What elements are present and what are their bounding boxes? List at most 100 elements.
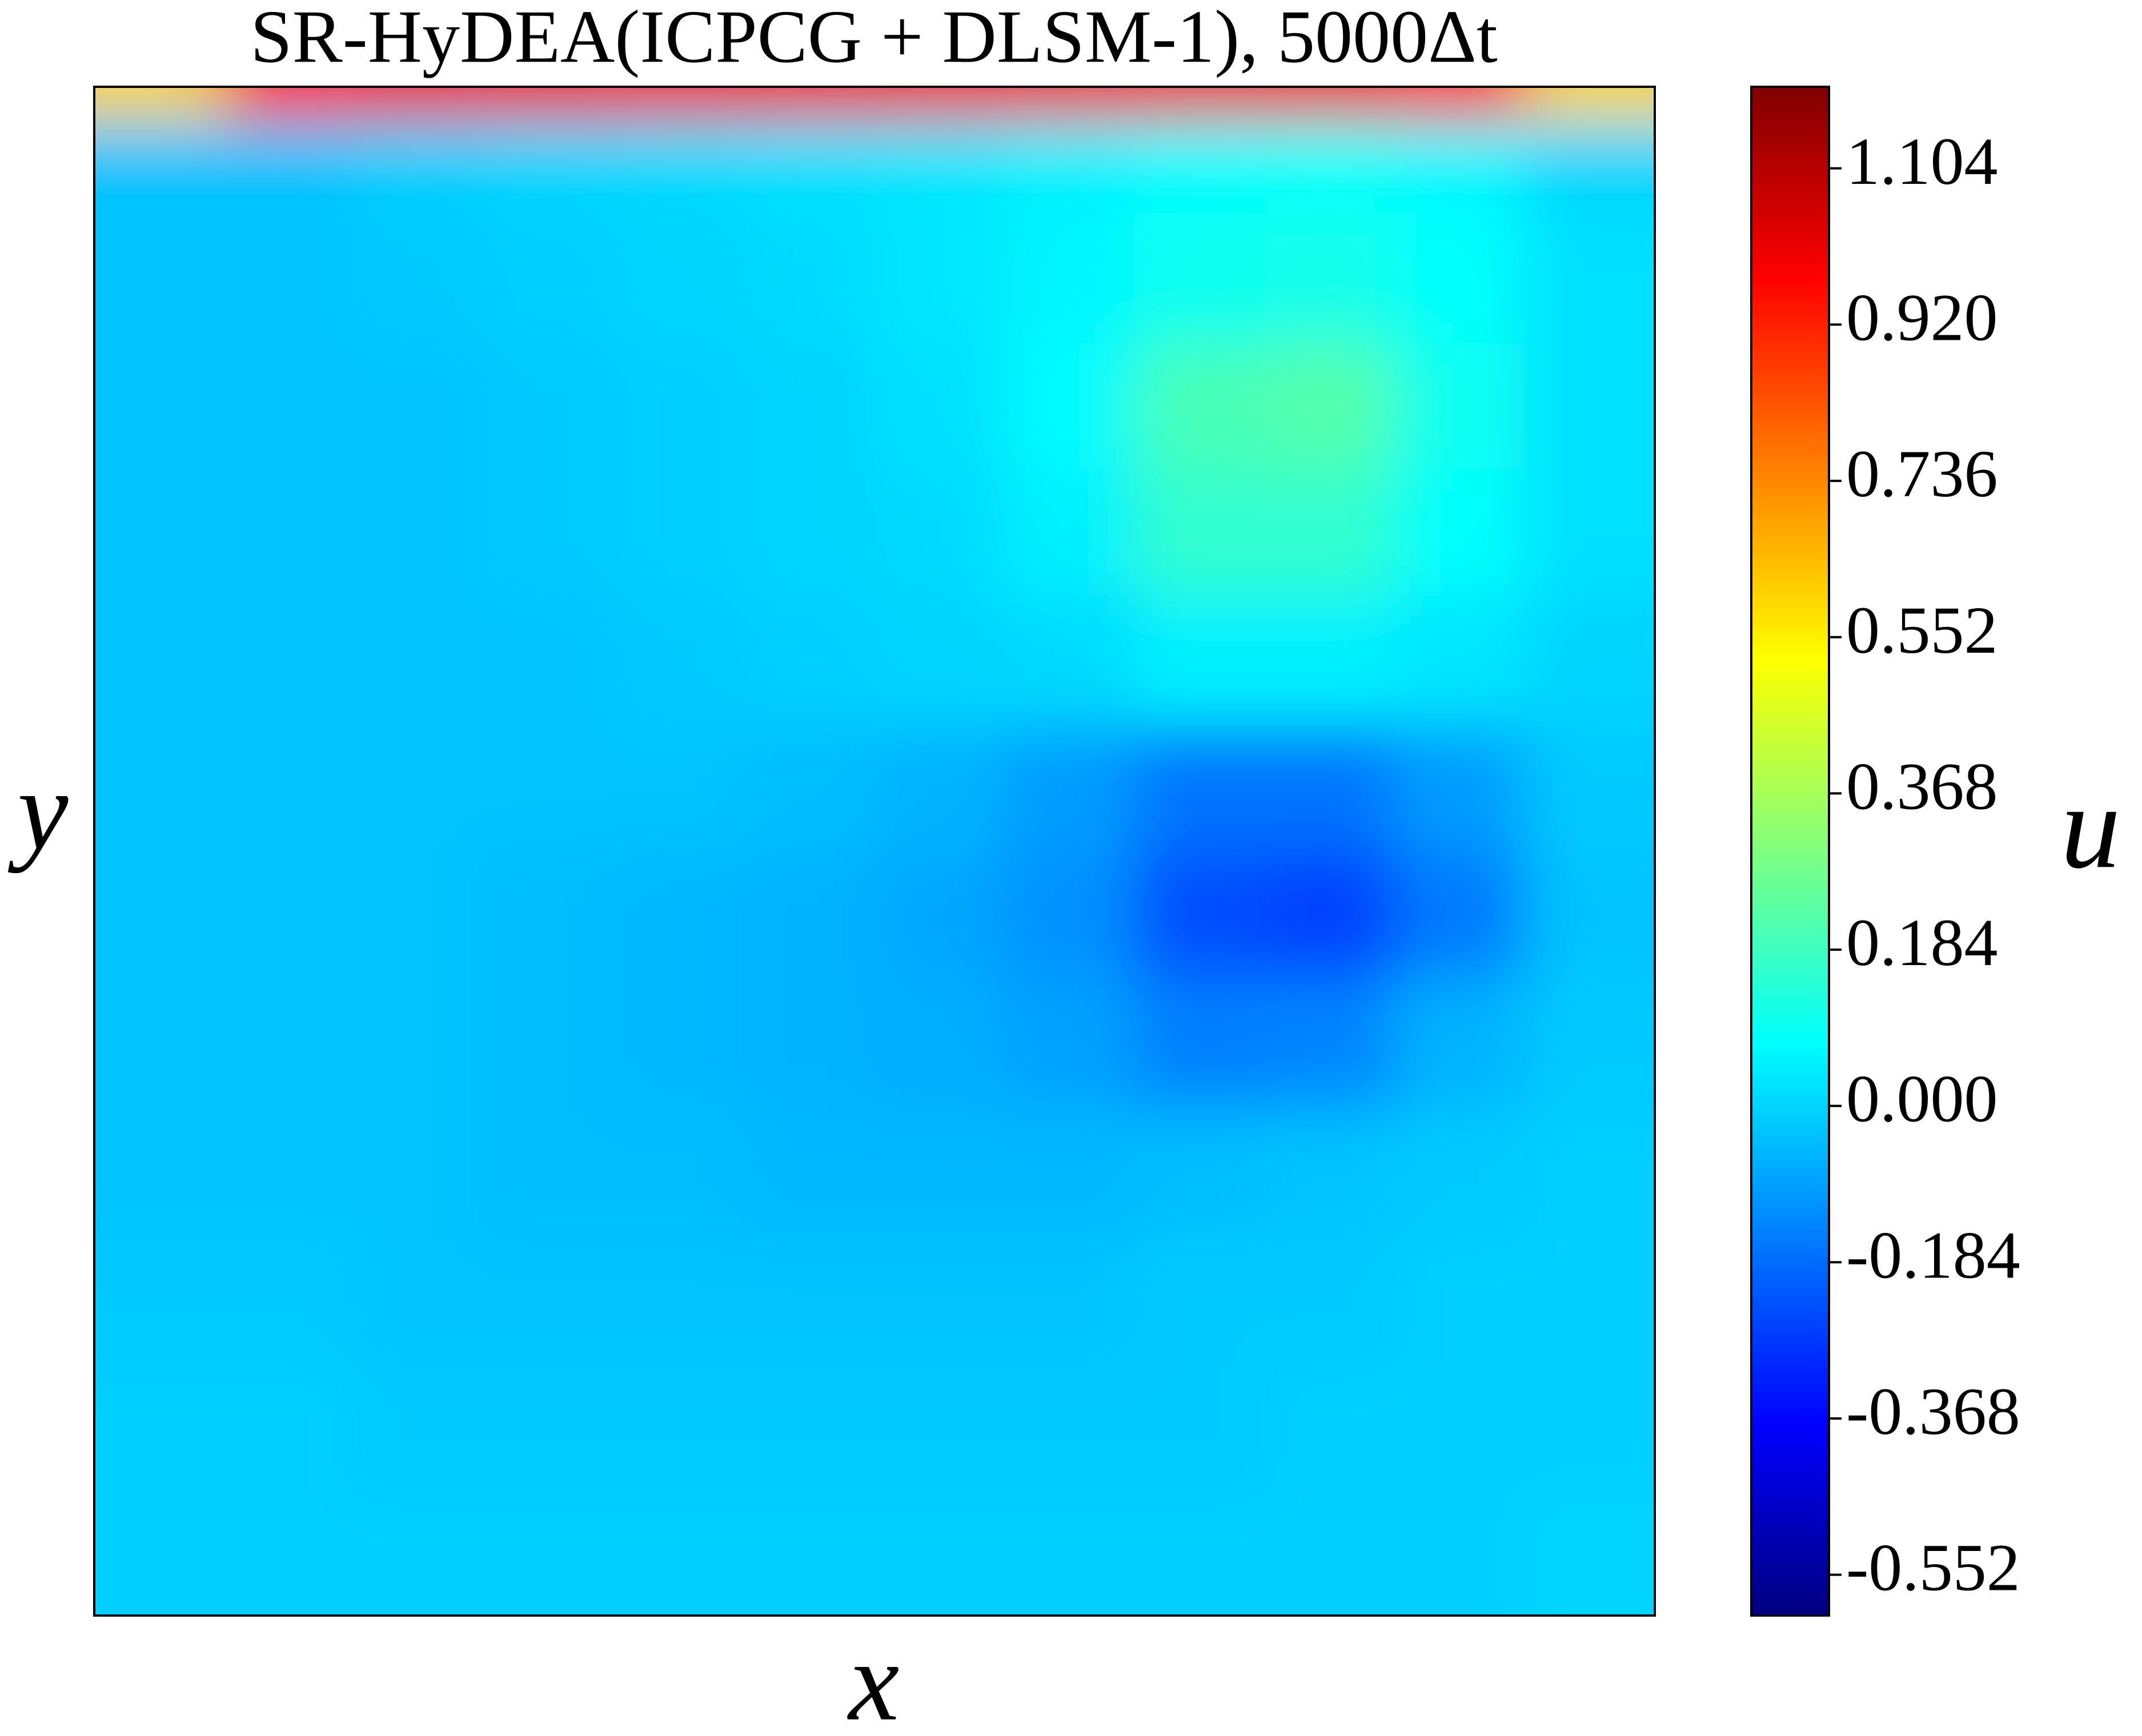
cell <box>224 725 355 852</box>
cell <box>875 725 1006 852</box>
cell <box>615 725 745 852</box>
cell <box>1005 119 1135 214</box>
cell <box>224 977 355 1108</box>
cell <box>744 725 875 852</box>
cell <box>354 212 485 344</box>
cell <box>354 343 485 470</box>
cell <box>1134 343 1265 470</box>
cell <box>354 725 485 852</box>
cell <box>1395 1489 1525 1616</box>
cell <box>1395 119 1525 214</box>
cell <box>94 1359 226 1490</box>
cell <box>354 1489 485 1616</box>
cell <box>1134 725 1265 852</box>
cell <box>875 1107 1006 1234</box>
colorbar-tick-label: 0.368 <box>1846 749 1998 823</box>
colorbar <box>1750 86 1830 1617</box>
cell <box>1524 87 1655 120</box>
cell <box>744 343 875 470</box>
cell <box>744 851 875 978</box>
cell <box>94 119 226 214</box>
cell <box>615 1233 745 1360</box>
cell <box>1524 469 1655 596</box>
cell <box>1265 1359 1396 1490</box>
cell <box>1265 725 1396 852</box>
cell <box>1524 1233 1655 1360</box>
cell <box>94 212 226 344</box>
cell <box>94 1107 226 1234</box>
cell <box>1395 87 1525 120</box>
cell <box>224 87 355 120</box>
cell <box>1005 1489 1135 1616</box>
cell <box>1265 469 1396 596</box>
cell <box>875 977 1006 1108</box>
cell <box>1134 1233 1265 1360</box>
cell <box>875 469 1006 596</box>
cell <box>875 87 1006 120</box>
cell <box>1265 119 1396 214</box>
cell <box>744 469 875 596</box>
cell <box>224 1107 355 1234</box>
cell <box>224 1359 355 1490</box>
cell <box>484 1489 616 1616</box>
colorbar-tick-label: -0.184 <box>1846 1217 2020 1292</box>
cell <box>354 851 485 978</box>
cell <box>1134 1359 1265 1490</box>
cell <box>354 87 485 120</box>
colorbar-tick-label: 0.736 <box>1846 436 1998 511</box>
cell <box>744 1359 875 1490</box>
cell <box>1005 725 1135 852</box>
colorbar-label: u <box>2061 761 2121 893</box>
colorbar-tick-label: 1.104 <box>1846 124 1998 199</box>
cell <box>615 1359 745 1490</box>
colorbar-tick-label: 0.000 <box>1846 1062 1998 1136</box>
cell <box>1265 1233 1396 1360</box>
cell <box>484 119 616 214</box>
colorbar-tick-label: -0.368 <box>1846 1374 2020 1449</box>
cell <box>615 851 745 978</box>
cell <box>484 469 616 596</box>
cell <box>224 469 355 596</box>
cell <box>94 725 226 852</box>
cell <box>484 87 616 120</box>
cell <box>1524 119 1655 214</box>
cell <box>94 1233 226 1360</box>
cell <box>615 469 745 596</box>
cell <box>1395 212 1525 344</box>
cell <box>224 212 355 344</box>
cell <box>744 119 875 214</box>
cell <box>94 343 226 470</box>
cell <box>484 595 616 726</box>
cell <box>744 595 875 726</box>
colorbar-tick-label: 0.920 <box>1846 280 1998 355</box>
cell <box>94 1489 226 1616</box>
cell <box>1395 1107 1525 1234</box>
cell <box>1524 212 1655 344</box>
cell <box>1005 1107 1135 1234</box>
cell <box>744 87 875 120</box>
cell <box>1005 343 1135 470</box>
cell <box>615 1489 745 1616</box>
cell <box>875 119 1006 214</box>
cell <box>94 469 226 596</box>
cell <box>1265 1107 1396 1234</box>
y-axis-label: y <box>8 748 69 874</box>
cell <box>1265 1489 1396 1616</box>
cell <box>1005 87 1135 120</box>
cell <box>484 1233 616 1360</box>
cell <box>1265 212 1396 344</box>
cell <box>1005 212 1135 344</box>
cell <box>1005 469 1135 596</box>
cell <box>1395 343 1525 470</box>
cell <box>94 851 226 978</box>
colorbar-tick-label: 0.552 <box>1846 593 1998 668</box>
cell <box>1395 469 1525 596</box>
cell <box>615 343 745 470</box>
cell <box>744 212 875 344</box>
cell <box>1524 595 1655 726</box>
cell <box>875 1233 1006 1360</box>
cell <box>615 212 745 344</box>
cell <box>875 343 1006 470</box>
cell <box>484 343 616 470</box>
